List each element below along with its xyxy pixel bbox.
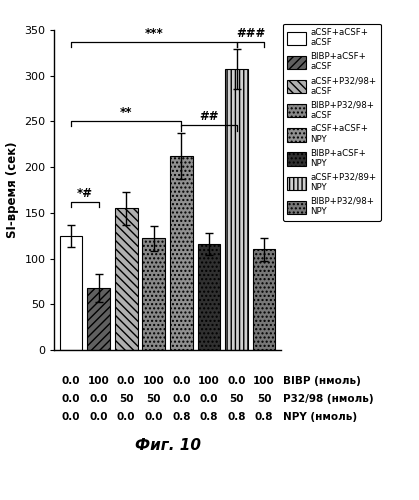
Bar — [170, 156, 193, 350]
Text: 0.0: 0.0 — [89, 412, 108, 422]
Bar — [225, 70, 248, 350]
Text: 50: 50 — [147, 394, 161, 404]
Text: 0.8: 0.8 — [200, 412, 218, 422]
Text: 0.0: 0.0 — [62, 376, 80, 386]
Text: 100: 100 — [198, 376, 220, 386]
Text: 100: 100 — [143, 376, 165, 386]
Text: ##: ## — [199, 110, 219, 124]
Bar — [253, 250, 275, 350]
Text: 50: 50 — [257, 394, 272, 404]
Text: 0.0: 0.0 — [62, 412, 80, 422]
Bar — [60, 236, 83, 350]
Text: 0.0: 0.0 — [62, 394, 80, 404]
Text: *#: *# — [77, 187, 93, 200]
Bar — [198, 244, 220, 350]
Bar — [142, 238, 165, 350]
Text: 0.0: 0.0 — [172, 394, 191, 404]
Text: 50: 50 — [119, 394, 134, 404]
Text: 0.8: 0.8 — [172, 412, 191, 422]
Text: 100: 100 — [88, 376, 109, 386]
Bar — [115, 208, 137, 350]
Text: 0.0: 0.0 — [145, 412, 163, 422]
Text: 0.0: 0.0 — [117, 376, 135, 386]
Y-axis label: SI-время (сек): SI-время (сек) — [6, 142, 19, 238]
Text: P32/98 (нмоль): P32/98 (нмоль) — [284, 394, 374, 404]
Legend: aCSF+aCSF+
aCSF, BIBP+aCSF+
aCSF, aCSF+P32/98+
aCSF, BIBP+P32/98+
aCSF, aCSF+aCS: aCSF+aCSF+ aCSF, BIBP+aCSF+ aCSF, aCSF+P… — [283, 24, 381, 220]
Text: **: ** — [120, 106, 132, 118]
Text: 50: 50 — [229, 394, 244, 404]
Text: 0.0: 0.0 — [117, 412, 135, 422]
Text: Фиг. 10: Фиг. 10 — [134, 438, 201, 453]
Text: ###: ### — [236, 27, 265, 40]
Text: 0.0: 0.0 — [200, 394, 218, 404]
Text: 0.0: 0.0 — [228, 376, 246, 386]
Text: BIBP (нмоль): BIBP (нмоль) — [284, 376, 361, 386]
Text: 100: 100 — [253, 376, 275, 386]
Text: 0.0: 0.0 — [172, 376, 191, 386]
Text: ***: *** — [145, 27, 163, 40]
Text: 0.0: 0.0 — [89, 394, 108, 404]
Text: 0.8: 0.8 — [255, 412, 274, 422]
Bar — [87, 288, 110, 350]
Text: NPY (нмоль): NPY (нмоль) — [284, 412, 357, 422]
Text: 0.8: 0.8 — [228, 412, 246, 422]
